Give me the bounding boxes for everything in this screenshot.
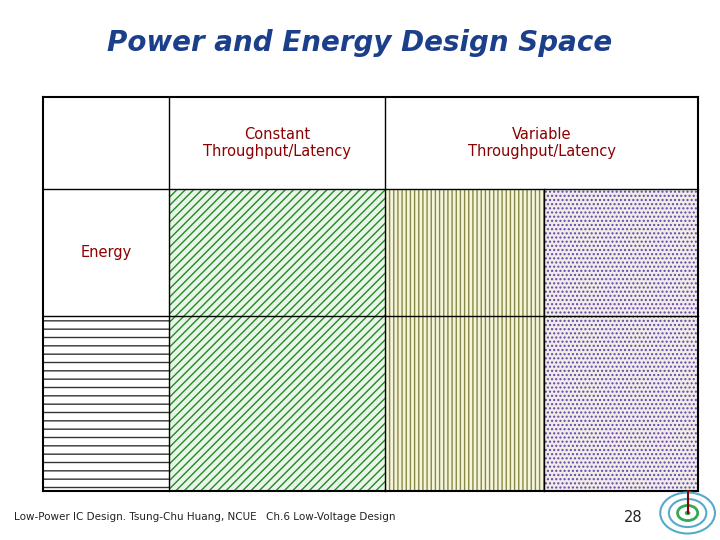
Bar — [43, 97, 169, 189]
Bar — [385, 97, 698, 189]
Bar — [169, 316, 385, 491]
Text: Low-Power IC Design. Tsung-Chu Huang, NCUE: Low-Power IC Design. Tsung-Chu Huang, NC… — [14, 512, 257, 522]
Bar — [43, 189, 169, 316]
Bar — [169, 97, 385, 189]
Bar — [544, 189, 698, 316]
Circle shape — [685, 511, 690, 515]
Bar — [43, 316, 169, 491]
Text: Variable
Throughput/Latency: Variable Throughput/Latency — [468, 127, 616, 159]
Bar — [385, 316, 544, 491]
Bar — [544, 316, 698, 491]
Text: Energy: Energy — [81, 245, 132, 260]
Text: 28: 28 — [624, 510, 643, 525]
Bar — [385, 189, 544, 316]
Text: Power and Energy Design Space: Power and Energy Design Space — [107, 29, 613, 57]
Text: Ch.6 Low-Voltage Design: Ch.6 Low-Voltage Design — [266, 512, 396, 522]
Text: Constant
Throughput/Latency: Constant Throughput/Latency — [203, 127, 351, 159]
Bar — [169, 189, 385, 316]
